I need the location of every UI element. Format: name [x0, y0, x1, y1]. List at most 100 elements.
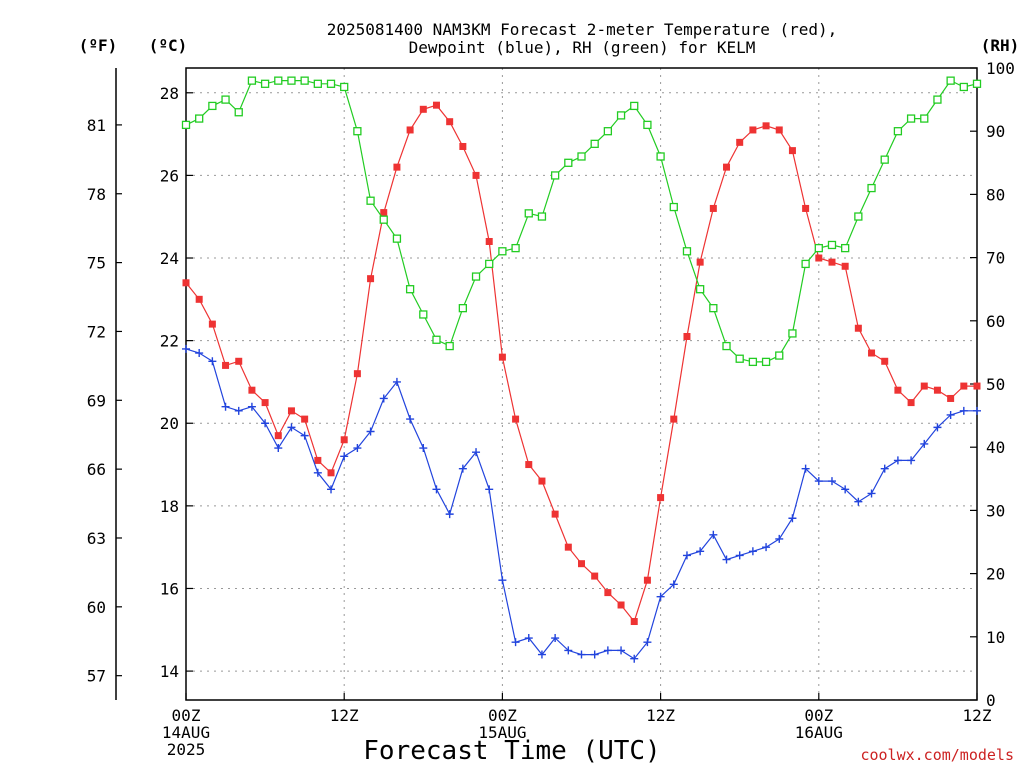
dewpoint-point — [458, 464, 467, 473]
temperature-point — [868, 349, 876, 357]
rh-series — [181, 76, 982, 367]
fahrenheit-tick-label: 72 — [87, 322, 106, 341]
dewpoint-point — [643, 638, 652, 647]
dewpoint-point — [379, 394, 388, 403]
rh-point — [906, 114, 916, 123]
dewpoint-point — [247, 402, 256, 411]
temperature-point — [775, 126, 783, 134]
celsius-tick-label: 16 — [160, 579, 179, 598]
rh-point — [260, 79, 270, 88]
dewpoint-point — [577, 650, 586, 659]
rh-point — [946, 76, 955, 85]
fahrenheit-tick-label: 60 — [87, 598, 106, 617]
temperature-point — [564, 543, 572, 551]
rh-point — [854, 212, 863, 221]
x-tick-label: 16AUG — [795, 723, 843, 742]
temperature-point — [973, 382, 981, 390]
dewpoint-point — [274, 444, 283, 453]
dewpoint-point — [327, 485, 336, 494]
dewpoint-point — [827, 477, 836, 486]
temperature-point — [498, 353, 506, 361]
x-tick-label: 12Z — [646, 706, 675, 725]
temperature-point — [195, 295, 203, 303]
celsius-tick-label: 28 — [160, 84, 179, 103]
dewpoint-point — [564, 646, 573, 655]
dewpoint-point — [801, 464, 810, 473]
rh-point — [603, 127, 613, 136]
rh-point — [234, 108, 243, 117]
temperature-point — [617, 601, 625, 609]
temperature-point — [736, 138, 744, 146]
dewpoint-point — [300, 431, 309, 440]
rh-point — [274, 76, 283, 85]
temperature-point — [643, 576, 651, 584]
dewpoint-point — [854, 497, 863, 506]
rh-point — [933, 95, 942, 104]
temperature-point — [670, 415, 678, 423]
rh-tick-label: 100 — [986, 59, 1015, 78]
temperature-point — [551, 510, 559, 518]
rh-point — [511, 243, 520, 253]
rh-tick-label: 70 — [986, 249, 1005, 268]
x-tick-label: 12Z — [963, 706, 992, 725]
temperature-point — [894, 386, 902, 394]
temperature-point — [367, 275, 375, 283]
celsius-tick-label: 20 — [160, 414, 179, 433]
plot-frame — [185, 67, 978, 701]
dewpoint-point — [907, 456, 916, 465]
fahrenheit-tick-label: 63 — [87, 529, 106, 548]
fahrenheit-tick-label: 75 — [87, 254, 106, 273]
rh-point — [696, 285, 705, 294]
rh-point — [722, 341, 731, 351]
rh-tick-label: 90 — [986, 122, 1005, 141]
rh-point — [827, 240, 837, 250]
rh-point — [353, 127, 362, 136]
temperature-point — [393, 163, 401, 171]
fahrenheit-tick-label: 81 — [87, 116, 106, 135]
temperature-point — [947, 394, 955, 402]
dewpoint-point — [893, 456, 902, 465]
rh-point — [379, 215, 388, 224]
celsius-tick-label: 14 — [160, 662, 179, 681]
rh-point — [682, 247, 692, 256]
x-tick-label: 00Z — [172, 706, 201, 725]
dewpoint-point — [419, 444, 428, 453]
temperature-point — [314, 456, 322, 464]
rh-point — [564, 158, 573, 167]
x-tick-label: 15AUG — [478, 723, 526, 742]
temperature-point — [709, 204, 717, 212]
fahrenheit-tick-label: 69 — [87, 391, 106, 410]
rh-point — [893, 127, 903, 136]
dewpoint-point — [287, 423, 296, 432]
dewpoint-point — [406, 415, 415, 424]
rh-point — [485, 259, 494, 269]
fahrenheit-tick-label: 57 — [87, 667, 106, 686]
rh-point — [458, 304, 468, 313]
temperature-series — [182, 101, 981, 626]
celsius-unit-label: (ºC) — [149, 36, 188, 55]
temperature-point — [222, 361, 230, 369]
rh-point — [498, 247, 507, 256]
rh-point — [181, 120, 191, 130]
fahrenheit-tick-label: 78 — [87, 185, 106, 204]
dewpoint-point — [524, 634, 533, 643]
temperature-point — [182, 279, 190, 287]
rh-point — [340, 82, 349, 92]
dewpoint-point — [392, 377, 401, 386]
temperature-point — [920, 382, 928, 390]
rh-point — [748, 357, 758, 367]
rh-point — [775, 351, 784, 360]
rh-tick-label: 50 — [986, 375, 1005, 394]
rh-tick-label: 0 — [986, 691, 996, 710]
temperature-point — [419, 105, 427, 113]
rh-tick-label: 60 — [986, 312, 1005, 331]
temperature-point — [762, 122, 770, 130]
temperature-point — [301, 415, 309, 423]
rh-point — [788, 329, 797, 338]
rh-point — [643, 120, 652, 130]
watermark: coolwx.com/models — [860, 746, 1014, 764]
dewpoint-point — [880, 464, 889, 473]
temperature-point — [881, 357, 889, 365]
temperature-point — [340, 436, 348, 444]
rh-point — [326, 79, 336, 88]
